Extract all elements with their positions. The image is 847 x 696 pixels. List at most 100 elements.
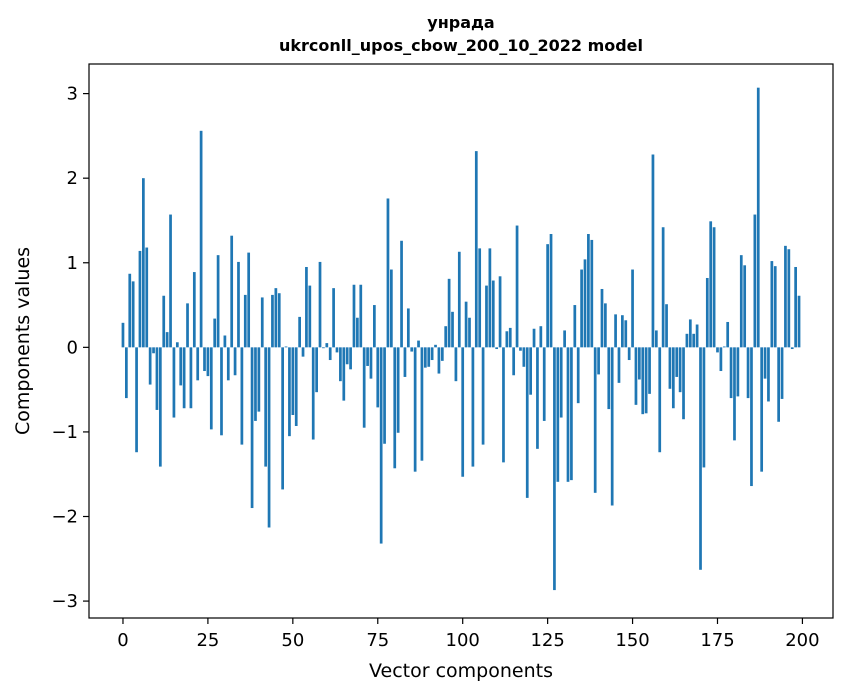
- bar-80: [393, 347, 397, 469]
- bar-115: [512, 347, 516, 376]
- bar-139: [593, 347, 597, 493]
- bar-196: [787, 249, 791, 348]
- bar-172: [705, 277, 709, 348]
- x-tick-label: 175: [700, 630, 734, 651]
- bar-189: [763, 347, 767, 379]
- bar-4: [135, 347, 138, 453]
- bar-123: [539, 326, 543, 348]
- bar-66: [345, 347, 349, 365]
- bar-125: [546, 244, 549, 348]
- bar-21: [192, 272, 196, 348]
- bar-48: [284, 346, 288, 348]
- bar-159: [661, 227, 665, 348]
- x-tick-label: 100: [446, 630, 480, 651]
- bar-164: [678, 347, 682, 393]
- bar-126: [549, 234, 553, 348]
- bar-9: [152, 347, 155, 354]
- bar-134: [576, 347, 580, 404]
- x-axis-ticks: 0 25 50 75 100 125 150 175 200: [117, 618, 820, 651]
- bar-87: [417, 340, 420, 348]
- bar-197: [790, 347, 794, 350]
- bar-187: [756, 87, 760, 348]
- bar-19: [186, 303, 189, 348]
- bar-143: [607, 347, 611, 410]
- bar-7: [145, 247, 149, 348]
- bar-18: [182, 347, 186, 409]
- bar-61: [328, 347, 332, 361]
- bar-148: [624, 320, 628, 348]
- bar-119: [525, 347, 529, 498]
- bar-104: [474, 151, 478, 348]
- bar-133: [573, 305, 577, 348]
- bar-163: [675, 347, 679, 377]
- bar-37: [247, 252, 251, 348]
- bar-17: [179, 347, 183, 386]
- bar-106: [481, 347, 485, 445]
- bar-120: [529, 347, 532, 395]
- bar-167: [688, 319, 692, 348]
- bar-103: [471, 347, 475, 467]
- bar-150: [631, 269, 634, 348]
- y-axis-ticks: −3 −2 −1 0 1 2 3: [51, 84, 89, 612]
- y-tick-label: 0: [67, 337, 78, 358]
- bar-12: [162, 295, 166, 348]
- bar-81: [396, 347, 400, 433]
- bar-62: [332, 288, 335, 348]
- bar-99: [457, 251, 461, 348]
- bar-24: [203, 347, 206, 372]
- bar-94: [440, 347, 444, 361]
- bar-161: [668, 347, 672, 389]
- bar-39: [254, 347, 257, 421]
- bar-178: [726, 321, 730, 348]
- bar-70: [359, 284, 363, 348]
- bar-25: [206, 347, 210, 377]
- bar-8: [148, 347, 152, 385]
- y-axis-label: Components values: [12, 247, 34, 435]
- bars-group: [121, 87, 801, 591]
- bar-59: [322, 347, 325, 349]
- bar-191: [770, 261, 774, 348]
- bar-82: [400, 240, 403, 348]
- bar-29: [220, 347, 223, 436]
- bar-198: [794, 266, 797, 348]
- bar-26: [209, 347, 213, 430]
- bar-162: [671, 347, 675, 409]
- bar-192: [773, 266, 777, 348]
- y-tick-label: −2: [51, 507, 78, 528]
- bar-34: [237, 261, 240, 348]
- x-tick-label: 200: [785, 630, 819, 651]
- bar-49: [288, 347, 291, 437]
- x-tick-label: 0: [117, 630, 128, 651]
- bar-149: [627, 347, 631, 361]
- bar-15: [172, 347, 176, 418]
- bar-71: [362, 347, 366, 428]
- bar-168: [692, 333, 696, 348]
- bar-190: [767, 347, 770, 402]
- x-tick-label: 50: [281, 630, 304, 651]
- bar-93: [437, 347, 441, 374]
- bar-141: [600, 288, 604, 348]
- bar-131: [566, 347, 570, 482]
- bar-77: [383, 347, 386, 444]
- bar-50: [291, 347, 295, 415]
- bar-16: [175, 342, 179, 348]
- bar-185: [750, 347, 753, 487]
- bar-176: [719, 347, 723, 372]
- bar-55: [308, 285, 312, 348]
- bar-36: [243, 294, 247, 348]
- bar-177: [722, 346, 726, 348]
- bar-137: [587, 234, 590, 348]
- bar-78: [386, 198, 390, 348]
- bar-45: [274, 288, 278, 348]
- bar-194: [780, 347, 784, 399]
- bar-33: [233, 347, 237, 376]
- bar-0: [121, 322, 125, 348]
- bar-155: [648, 347, 651, 394]
- bar-20: [189, 347, 193, 409]
- bar-124: [542, 347, 546, 421]
- bar-92: [434, 344, 437, 348]
- bar-108: [488, 248, 492, 348]
- bar-117: [519, 347, 522, 351]
- bar-32: [230, 235, 234, 348]
